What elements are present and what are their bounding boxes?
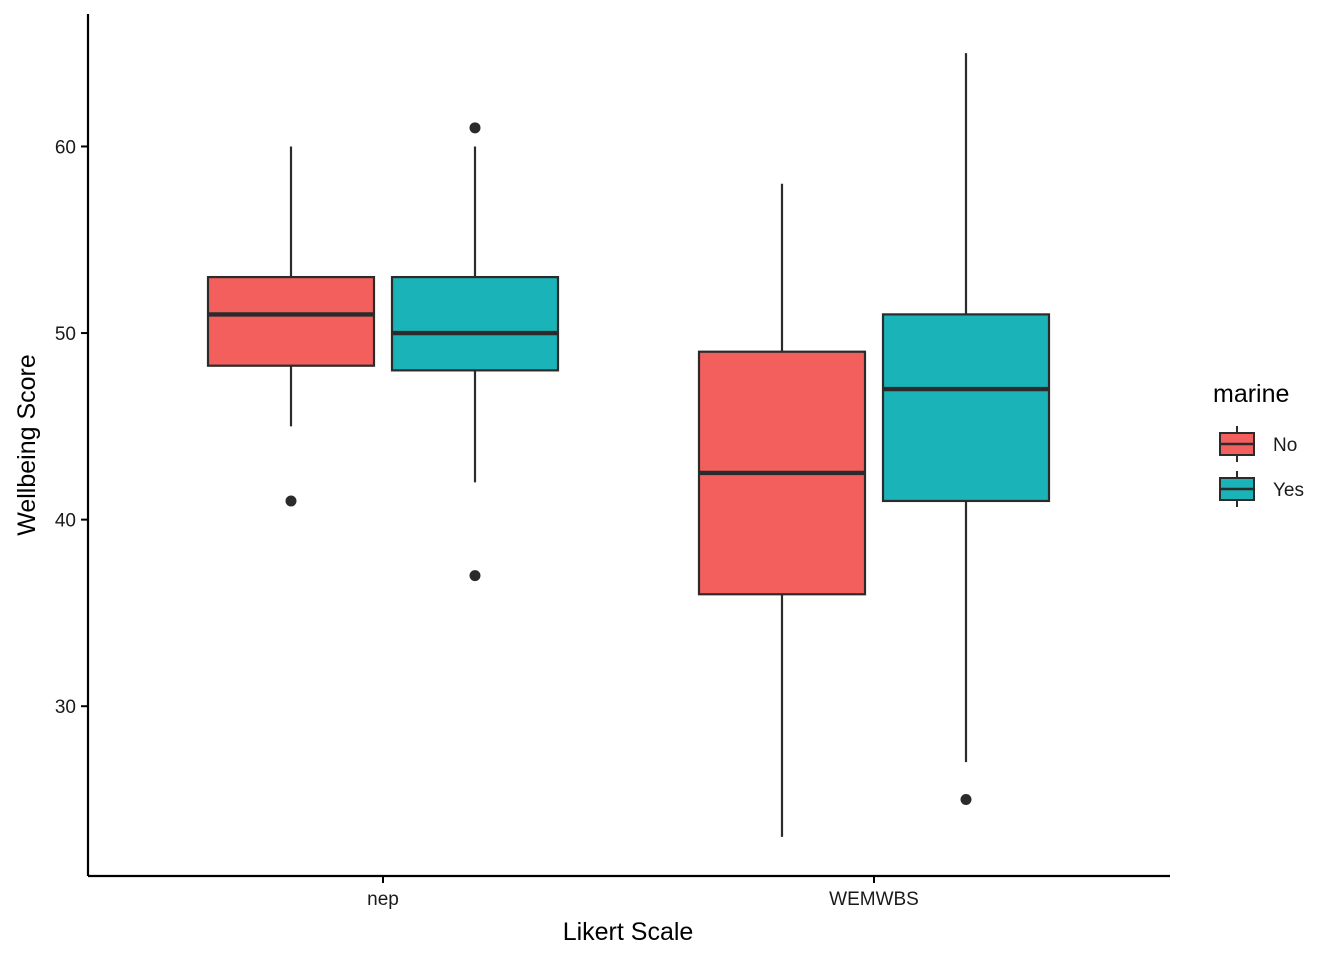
y-axis-title: Wellbeing Score: [13, 354, 41, 536]
y-tick-label: 30: [55, 697, 76, 718]
outlier-point: [469, 122, 481, 134]
x-tick-label: nep: [367, 889, 399, 910]
legend-entry-yes: Yes: [1219, 471, 1304, 507]
box-iqr: [206, 275, 376, 367]
x-tick-label: WEMWBS: [829, 889, 919, 910]
box-iqr: [390, 275, 560, 372]
y-tick-label: 60: [55, 137, 76, 158]
legend-title: marine: [1213, 380, 1289, 408]
plot-area: [206, 53, 1051, 837]
box-no-nep: [206, 146, 376, 507]
box-yes-nep: [390, 122, 560, 582]
outlier-point: [960, 794, 972, 806]
legend: marine No Yes: [1213, 380, 1304, 507]
outlier-point: [469, 570, 481, 582]
legend-label: No: [1273, 435, 1297, 456]
x-axis-title: Likert Scale: [563, 918, 694, 946]
y-tick-label: 50: [55, 324, 76, 345]
box-iqr: [881, 313, 1051, 503]
y-tick-label: 40: [55, 511, 76, 532]
y-axis-ticks: 30 40 50 60: [55, 137, 88, 718]
legend-entry-no: No: [1219, 426, 1297, 462]
outlier-point: [285, 495, 297, 507]
legend-label: Yes: [1273, 480, 1304, 501]
box-no-wemwbs: [697, 183, 867, 837]
x-axis-ticks: nep WEMWBS: [367, 876, 919, 910]
box-yes-wemwbs: [881, 53, 1051, 806]
